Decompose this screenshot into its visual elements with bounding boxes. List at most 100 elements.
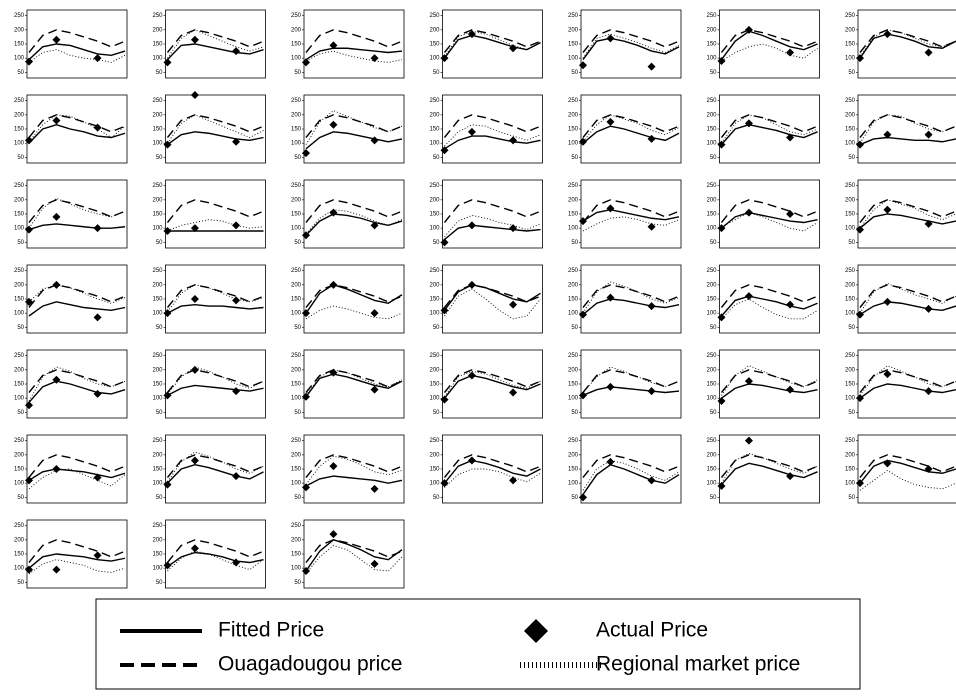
actual-price-marker	[883, 370, 892, 379]
y-tick-label: 200	[429, 282, 440, 288]
y-tick-label: 200	[14, 367, 25, 373]
panel-frame	[580, 264, 682, 334]
panel-frame	[26, 264, 128, 334]
actual-price-marker	[883, 297, 892, 306]
fitted-price-line	[443, 34, 541, 59]
actual-price-marker	[467, 30, 476, 39]
fitted-price-line	[582, 125, 680, 144]
y-tick-label: 250	[291, 353, 302, 359]
y-tick-label: 250	[152, 438, 163, 444]
actual-price-marker	[924, 304, 933, 313]
actual-price-marker	[509, 136, 518, 145]
actual-price-marker	[509, 300, 518, 309]
fitted-price-line	[305, 213, 403, 236]
panel-frame	[719, 9, 820, 79]
actual-price-marker	[440, 146, 449, 155]
actual-price-marker	[744, 208, 753, 217]
y-tick-label: 100	[291, 481, 302, 487]
actual-price-marker	[606, 117, 615, 126]
y-tick-label: 50	[848, 410, 855, 416]
regional-price-line	[28, 284, 126, 304]
y-tick-label: 150	[291, 382, 302, 388]
y-tick-label: 100	[568, 311, 579, 317]
regional-price-line	[859, 365, 956, 396]
panel-frame	[857, 94, 956, 164]
y-tick-label: 250	[568, 353, 579, 359]
actual-price-marker	[25, 297, 33, 306]
y-tick-label: 150	[845, 212, 856, 218]
y-tick-label: 200	[706, 112, 717, 118]
fitted-price-line	[28, 553, 126, 569]
panel-frame	[857, 349, 956, 419]
ouagadougou-price-line	[166, 114, 264, 138]
actual-price-marker	[467, 456, 476, 465]
actual-price-marker	[744, 25, 753, 34]
ouagadougou-price-line	[720, 369, 818, 393]
y-tick-label: 50	[433, 70, 440, 76]
panel-frame	[165, 519, 266, 589]
y-tick-label: 250	[152, 98, 163, 104]
actual-price-marker	[883, 130, 892, 139]
fitted-price-line	[28, 223, 126, 231]
actual-price-marker	[329, 120, 338, 129]
y-tick-label: 250	[706, 183, 717, 189]
y-tick-label: 100	[706, 481, 717, 487]
regional-price-line	[167, 219, 264, 232]
actual-price-marker	[786, 385, 795, 394]
panel-frame	[26, 179, 128, 249]
actual-price-marker	[924, 219, 933, 228]
ouagadougou-price-line	[166, 539, 264, 563]
y-tick-label: 150	[568, 467, 579, 473]
y-tick-label: 50	[848, 70, 855, 76]
actual-price-marker	[924, 387, 933, 396]
actual-price-marker	[786, 210, 795, 218]
y-tick-label: 250	[14, 183, 25, 189]
y-tick-label: 100	[14, 481, 25, 487]
fitted-price-line	[859, 213, 956, 229]
ouagadougou-price-line	[443, 114, 541, 138]
y-tick-label: 150	[152, 467, 163, 473]
y-tick-label: 150	[568, 212, 579, 218]
actual-price-marker	[856, 310, 864, 319]
ouagadougou-price-line	[859, 29, 956, 53]
actual-price-marker	[232, 47, 241, 56]
actual-price-marker	[329, 368, 338, 377]
panel-frame	[580, 434, 682, 504]
ouagadougou-price-line	[582, 199, 680, 223]
actual-price-marker	[190, 365, 199, 374]
regional-price-line	[28, 49, 126, 63]
y-tick-label: 250	[291, 438, 302, 444]
ouagadougou-price-line	[28, 29, 126, 53]
y-tick-label: 50	[17, 155, 24, 161]
regional-price-line	[721, 114, 818, 144]
actual-price-marker	[190, 295, 199, 303]
actual-price-marker	[744, 292, 753, 301]
panel-frame	[442, 264, 543, 334]
regional-price-line	[859, 199, 956, 229]
regional-price-line	[167, 284, 264, 313]
y-tick-label: 50	[156, 580, 163, 586]
panel-frame	[165, 179, 266, 249]
actual-price-marker	[93, 123, 102, 132]
ouagadougou-price-line	[28, 369, 126, 393]
y-tick-label: 200	[14, 282, 25, 288]
actual-price-marker	[717, 397, 726, 405]
y-tick-label: 100	[706, 141, 717, 147]
y-tick-label: 250	[429, 268, 440, 274]
fitted-price-line	[582, 386, 680, 396]
y-tick-label: 100	[291, 566, 302, 572]
fitted-price-line	[443, 374, 541, 399]
panel-frame	[580, 349, 682, 419]
y-tick-label: 100	[14, 141, 25, 147]
actual-price-marker	[467, 221, 476, 230]
panel-frame	[26, 9, 128, 79]
y-tick-label: 50	[710, 410, 717, 416]
y-tick-label: 250	[14, 523, 25, 529]
panel-frame	[719, 179, 820, 249]
actual-price-marker	[25, 401, 33, 410]
y-tick-label: 100	[568, 56, 579, 62]
y-tick-label: 200	[152, 537, 163, 543]
legend-label: Ouagadougou price	[218, 653, 402, 676]
panel-frame	[580, 94, 682, 164]
regional-price-line	[444, 214, 541, 237]
